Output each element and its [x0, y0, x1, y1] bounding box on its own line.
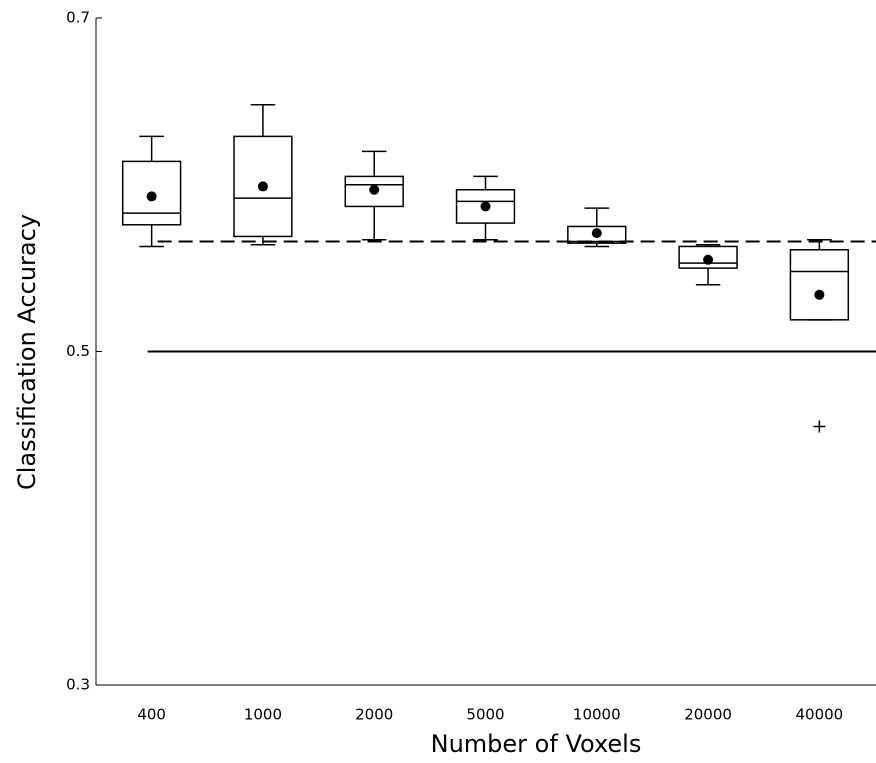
- x-tick-label: 1000: [244, 706, 282, 724]
- y-tick-label: 0.7: [66, 9, 90, 27]
- mean-marker: [369, 184, 380, 195]
- y-tick-label: 0.3: [66, 676, 90, 694]
- x-tick-label: 20000: [684, 706, 732, 724]
- mean-marker: [591, 228, 602, 239]
- mean-marker: [814, 289, 825, 300]
- x-axis-label: Number of Voxels: [431, 730, 642, 758]
- box: [789, 249, 850, 321]
- y-tick-label: 0.5: [66, 342, 90, 360]
- x-tick-label: 40000: [795, 706, 843, 724]
- box: [233, 135, 293, 238]
- box: [678, 245, 738, 269]
- x-tick-label: 10000: [573, 706, 621, 724]
- mean-marker: [257, 181, 268, 192]
- box: [344, 175, 404, 208]
- box: [567, 225, 627, 244]
- x-tick-label: 5000: [466, 706, 504, 724]
- x-tick-label: 400: [137, 706, 166, 724]
- mean-marker: [480, 201, 491, 212]
- mean-marker: [146, 191, 157, 202]
- box: [455, 189, 516, 224]
- y-axis-label: Classification Accuracy: [13, 214, 41, 490]
- mean-marker: [703, 254, 714, 265]
- outlier: [813, 420, 826, 433]
- x-tick-label: 2000: [355, 706, 393, 724]
- box: [121, 160, 182, 226]
